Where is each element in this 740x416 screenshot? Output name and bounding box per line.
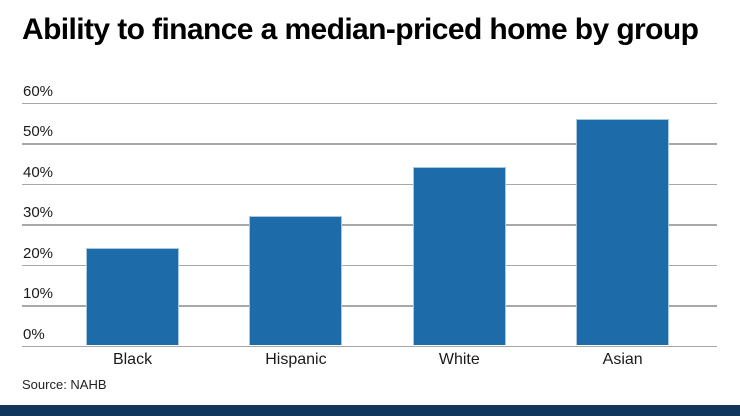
source-note: Source: NAHB xyxy=(22,377,107,392)
x-category-label-black: Black xyxy=(112,350,153,368)
y-tick-label-60: 60% xyxy=(23,82,54,100)
gridline-40 xyxy=(22,183,717,185)
x-category-label-asian: Asian xyxy=(602,350,643,368)
gridline-50 xyxy=(22,143,717,145)
gridline-10 xyxy=(22,305,717,307)
gridline-60 xyxy=(22,102,717,104)
y-tick-label-10: 10% xyxy=(23,285,54,302)
y-tick-label-40: 40% xyxy=(23,163,54,181)
footer-accent-bar xyxy=(0,405,740,416)
bar-asian xyxy=(576,118,670,346)
y-tick-label-50: 50% xyxy=(23,123,54,140)
y-tick-label-30: 30% xyxy=(23,204,54,221)
y-tick-label-20: 20% xyxy=(23,244,54,262)
gridline-20 xyxy=(22,264,717,266)
chart-title: Ability to finance a median-priced home … xyxy=(22,13,699,46)
x-category-label-white: White xyxy=(438,350,480,368)
gridline-30 xyxy=(22,224,717,226)
bar-black xyxy=(86,248,179,346)
gridline-0 xyxy=(22,345,717,347)
y-tick-label-0: 0% xyxy=(23,325,45,343)
x-category-label-hispanic: Hispanic xyxy=(265,350,327,368)
bar-hispanic xyxy=(249,215,343,346)
bar-white xyxy=(412,167,506,346)
